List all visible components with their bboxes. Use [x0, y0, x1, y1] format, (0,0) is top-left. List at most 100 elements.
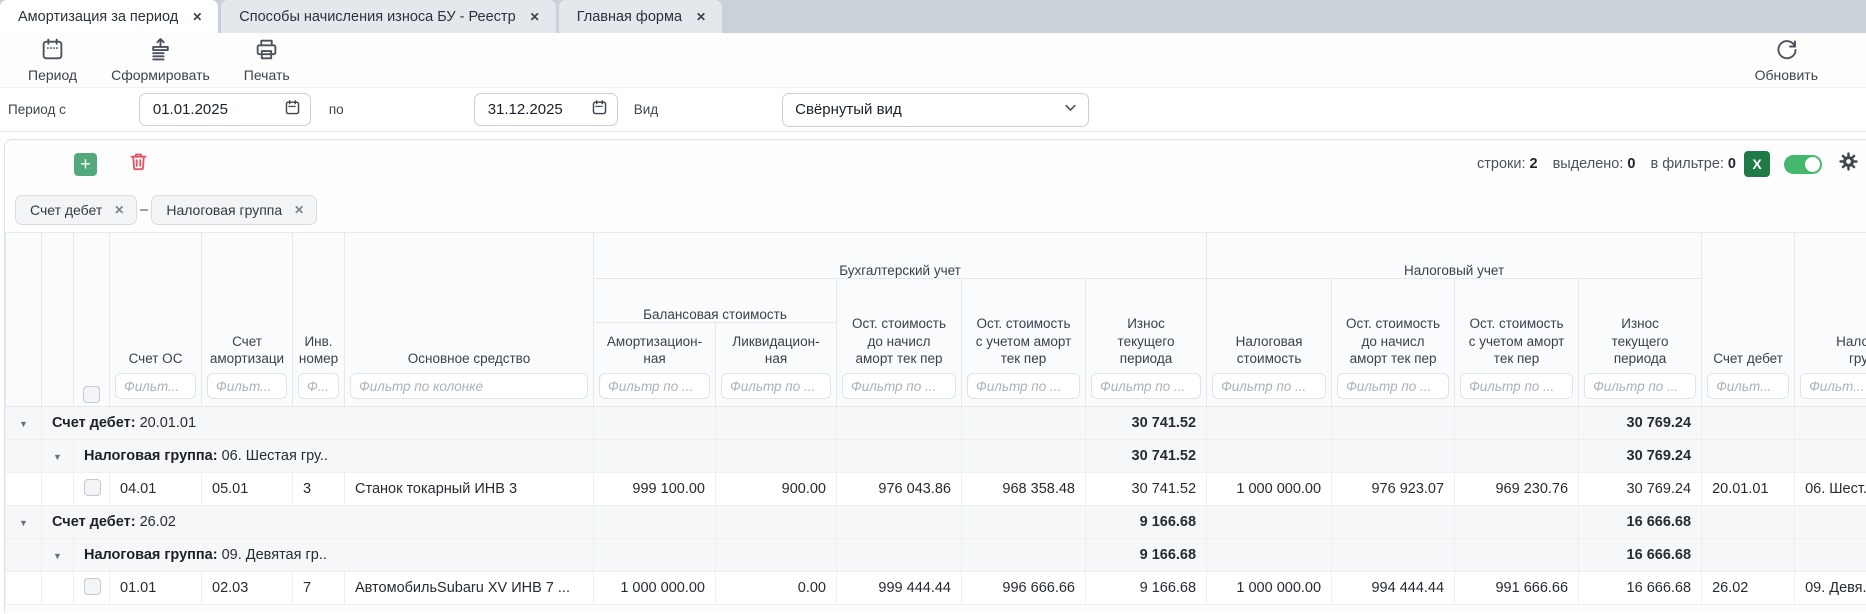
filter-bu-iznos-perioda[interactable]	[1091, 373, 1201, 399]
grouping-chips-row: Счет дебет ✕ Налоговая группа ✕	[5, 188, 1866, 232]
col-schet-debet: Счет дебет	[1702, 233, 1795, 407]
chip-nalog-gruppa[interactable]: Налоговая группа ✕	[151, 195, 317, 225]
tab-main-form[interactable]: Главная форма ✕	[559, 0, 722, 33]
nu-iznos-total: 30 769.24	[1579, 407, 1702, 440]
refresh-icon	[1774, 38, 1798, 65]
main-toolbar: Период Сформировать	[0, 33, 1866, 88]
close-icon[interactable]: ✕	[192, 10, 202, 24]
group-row-schet-debet-26-02[interactable]: ▼ Счет дебет: 26.02 9 166.68 16 666.68	[6, 506, 1866, 539]
col-likvidacionnaya: Ликвидацион- ная	[716, 323, 837, 407]
filter-likvidacionnaya[interactable]	[721, 373, 831, 399]
tab-label: Главная форма	[577, 9, 682, 25]
filter-toggle[interactable]	[1784, 155, 1822, 174]
group-row-schet-debet-20-01-01[interactable]: ▼ Счет дебет: 20.01.01 30 741.52 30 769.…	[6, 407, 1866, 440]
row-checkbox[interactable]	[84, 578, 101, 595]
filter-nu-ost-do-nachisl[interactable]	[1337, 373, 1449, 399]
select-all-checkbox[interactable]	[83, 386, 100, 403]
tab-amortization-period[interactable]: Амортизация за период ✕	[0, 0, 218, 33]
col-nu-stoimost: Налоговая стоимость	[1207, 279, 1332, 407]
chip-label: Счет дебет	[30, 202, 102, 218]
col-nu-ost-s-uchetom: Ост. стоимость с учетом аморт тек пер	[1455, 279, 1579, 407]
filter-nalogovaya-gruppa[interactable]	[1800, 373, 1866, 399]
col-schet-amortizacii: Счет амортизаци	[202, 233, 293, 407]
col-amortizacionnaya: Амортизацион- ная	[594, 323, 716, 407]
collapse-icon[interactable]: ▼	[53, 551, 62, 561]
chevron-down-icon	[1063, 100, 1078, 119]
period-to-input[interactable]	[486, 100, 591, 119]
plus-icon: +	[80, 155, 91, 173]
calendar-icon	[40, 37, 65, 65]
bu-iznos-total: 30 741.52	[1086, 407, 1207, 440]
remove-icon[interactable]: ✕	[114, 203, 124, 217]
calendar-icon[interactable]	[591, 99, 608, 121]
select-all-header	[74, 233, 110, 407]
close-icon[interactable]: ✕	[696, 10, 706, 24]
generate-button-label: Сформировать	[111, 67, 210, 83]
refresh-button-label: Обновить	[1755, 67, 1818, 83]
period-to-field[interactable]	[474, 93, 618, 126]
filter-nu-stoimost[interactable]	[1212, 373, 1326, 399]
group-header-nalogoviy-uchet: Налоговый учет	[1207, 233, 1702, 279]
row-checkbox[interactable]	[84, 479, 101, 496]
app-window: Амортизация за период ✕ Способы начислен…	[0, 0, 1866, 614]
filter-schet-os[interactable]	[115, 373, 196, 399]
col-bu-ost-s-uchetom: Ост. стоимость с учетом аморт тек пер	[962, 279, 1086, 407]
period-button[interactable]: Период	[18, 35, 87, 85]
nu-iznos-total: 30 769.24	[1579, 440, 1702, 473]
table-row[interactable]: 04.01 05.01 3 Станок токарный ИНВ 3 999 …	[6, 473, 1866, 506]
col-nu-iznos-perioda: Износ текущего периода	[1579, 279, 1702, 407]
excel-export-button[interactable]: X	[1744, 151, 1770, 177]
bu-iznos-total: 9 166.68	[1086, 506, 1207, 539]
chip-connector	[140, 209, 148, 211]
delete-row-button[interactable]	[128, 151, 149, 177]
printer-icon	[254, 37, 279, 65]
collapse-icon[interactable]: ▼	[53, 452, 62, 462]
grid-stats: строки:2 выделено:0 в фильтре:0	[1477, 156, 1736, 172]
col-nalogovaya-gruppa: Налоговая группа	[1795, 233, 1866, 407]
calendar-icon[interactable]	[284, 99, 301, 121]
trash-icon	[128, 151, 149, 177]
filter-inv-nomer[interactable]	[298, 373, 339, 399]
toggle-knob	[1805, 157, 1820, 172]
period-from-input[interactable]	[151, 100, 284, 119]
filter-bu-ost-s-uchetom[interactable]	[967, 373, 1080, 399]
rows-count: строки:2	[1477, 156, 1538, 172]
generate-button[interactable]: Сформировать	[101, 35, 220, 85]
tab-label: Амортизация за период	[18, 9, 178, 25]
period-from-label: Период с	[8, 102, 66, 117]
filter-osnovnoe-sredstvo[interactable]	[350, 373, 588, 399]
bu-iznos-total: 30 741.52	[1086, 440, 1207, 473]
group-header-buhgalterskiy-uchet: Бухгалтерский учет	[594, 233, 1207, 279]
refresh-button[interactable]: Обновить	[1745, 36, 1828, 85]
chip-schet-debet[interactable]: Счет дебет ✕	[15, 195, 137, 225]
filter-schet-amortizacii[interactable]	[207, 373, 287, 399]
filter-amortizacionnaya[interactable]	[599, 373, 710, 399]
expand-column-header	[6, 233, 42, 407]
collapse-icon[interactable]: ▼	[19, 419, 28, 429]
tab-iznos-methods-register[interactable]: Способы начисления износа БУ - Реестр ✕	[221, 0, 555, 33]
close-icon[interactable]: ✕	[530, 10, 540, 24]
remove-icon[interactable]: ✕	[294, 203, 304, 217]
amortization-table: Счет ОС Счет амортизаци Инв. номер	[5, 232, 1866, 605]
tab-bar: Амортизация за период ✕ Способы начислен…	[0, 0, 1866, 33]
expand-column-header	[42, 233, 74, 407]
filter-nu-iznos-perioda[interactable]	[1584, 373, 1696, 399]
view-select[interactable]: Свёрнутый вид	[782, 93, 1089, 127]
add-row-button[interactable]: +	[74, 153, 97, 176]
filter-bar: Период с по Вид С	[0, 88, 1866, 132]
print-button[interactable]: Печать	[234, 35, 300, 85]
group-row-nalog-gruppa-09[interactable]: ▼ Налоговая группа: 09. Девятая гр.. 9 1…	[6, 539, 1866, 572]
collapse-icon[interactable]: ▼	[19, 518, 28, 528]
table-row[interactable]: 01.01 02.03 7 АвтомобильSubaru XV ИНВ 7 …	[6, 572, 1866, 605]
settings-button[interactable]	[1838, 151, 1859, 177]
group-row-nalog-gruppa-06[interactable]: ▼ Налоговая группа: 06. Шестая гру.. 30 …	[6, 440, 1866, 473]
filter-schet-debet[interactable]	[1707, 373, 1789, 399]
nu-iznos-total: 16 666.68	[1579, 539, 1702, 572]
period-to-label: по	[329, 102, 344, 117]
period-from-field[interactable]	[139, 93, 311, 126]
col-nu-ost-do-nachisl: Ост. стоимость до начисл аморт тек пер	[1332, 279, 1455, 407]
subgroup-header-balansovaya-stoimost: Балансовая стоимость	[594, 279, 837, 323]
grid-widget: + строки:2 выделено:0 в фильтре:0 X	[4, 139, 1866, 613]
filter-bu-ost-do-nachisl[interactable]	[842, 373, 956, 399]
filter-nu-ost-s-uchetom[interactable]	[1460, 373, 1573, 399]
